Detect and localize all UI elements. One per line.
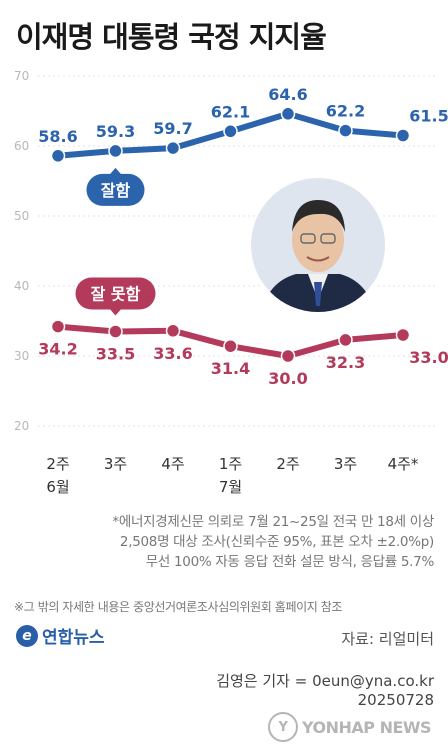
x-tick-label: 1주 (219, 455, 242, 473)
series-name-label: 잘 못함 (91, 285, 141, 304)
x-tick-month-label: 6월 (46, 478, 69, 496)
data-label: 58.6 (38, 127, 77, 146)
series-name-badge-0: 잘함 (86, 167, 145, 206)
president-photo (248, 175, 388, 315)
data-label: 59.3 (96, 122, 135, 141)
data-point (338, 332, 353, 348)
data-label: 61.5% (409, 107, 448, 126)
data-label: 59.7 (153, 119, 192, 138)
data-label: 33.0% (409, 348, 448, 367)
x-tick-label: 3주 (334, 455, 357, 473)
y-tick-label: 70 (14, 69, 29, 83)
badge-body (75, 277, 156, 310)
survey-note-line-2: 2,508명 대상 조사(신뢰수준 95%, 표본 오차 ±2.0%p) (119, 534, 434, 550)
yonhap-logo: e 연합뉴스 (16, 623, 105, 648)
y-tick-label: 20 (14, 419, 29, 433)
y-tick-label: 30 (14, 349, 29, 363)
x-tick-label: 4주* (388, 455, 419, 473)
y-tick-label: 60 (14, 139, 29, 153)
watermark-icon: Y (268, 712, 298, 742)
survey-note-line-3: 무선 100% 자동 응답 전화 설문 방식, 응답률 5.7% (145, 554, 435, 570)
data-label: 64.6 (268, 85, 307, 104)
data-label: 31.4 (211, 359, 250, 378)
yonhap-logo-text: 연합뉴스 (42, 628, 105, 648)
data-point (50, 148, 66, 164)
data-point (165, 323, 181, 339)
y-tick-label: 40 (14, 279, 29, 293)
data-label: 32.3 (326, 353, 365, 372)
series-name-badge-1: 잘 못함 (75, 277, 156, 316)
data-label: 30.0 (268, 369, 307, 388)
x-tick-label: 4주 (161, 455, 184, 473)
data-point (223, 124, 238, 139)
data-point (395, 327, 411, 343)
badge-body (86, 173, 145, 206)
yonhap-logo-icon: e (16, 624, 38, 647)
x-tick-label: 2주 (276, 455, 299, 473)
data-label: 62.2 (326, 102, 365, 121)
data-point (223, 338, 238, 354)
data-point (50, 319, 66, 334)
watermark-text: YONHAP NEWS (302, 717, 432, 737)
x-tick-label: 3주 (104, 455, 127, 473)
data-label: 33.6 (153, 344, 192, 363)
data-point (108, 143, 123, 159)
watermark: Y YONHAP NEWS (268, 712, 432, 742)
data-label: 62.1 (211, 102, 250, 121)
x-tick-label: 2주 (46, 455, 69, 473)
data-point (395, 128, 411, 143)
data-point (280, 106, 296, 122)
page-title: 이재명 대통령 국정 지지율 (16, 20, 327, 54)
series-name-label: 잘함 (101, 181, 131, 200)
data-point (280, 348, 296, 364)
data-point (108, 324, 123, 339)
approval-line-chart: 20 30 40 50 60 70 58.6 59.3 59.7 62.1 64.6 62.2 61.… (14, 69, 448, 496)
credit: 김영은 기자 = 0eun@yna.co.kr 20250728 (216, 672, 434, 710)
survey-note-line-1: *에너지경제신문 의뢰로 7월 21~25일 전국 만 18세 이상 (112, 514, 434, 530)
data-label: 34.2 (38, 340, 77, 359)
date-code: 20250728 (357, 691, 434, 709)
data-source: 자료: 리얼미터 (341, 630, 434, 648)
x-tick-month-label: 7월 (219, 478, 242, 496)
data-label: 33.5 (96, 345, 135, 364)
data-point (338, 123, 353, 138)
data-point (165, 140, 181, 156)
reference-note: ※그 밖의 자세한 내용은 중앙선거여론조사심의위원회 홈페이지 참조 (14, 600, 343, 614)
y-tick-label: 50 (14, 209, 29, 223)
reporter-credit: 김영은 기자 = 0eun@yna.co.kr (216, 672, 434, 690)
